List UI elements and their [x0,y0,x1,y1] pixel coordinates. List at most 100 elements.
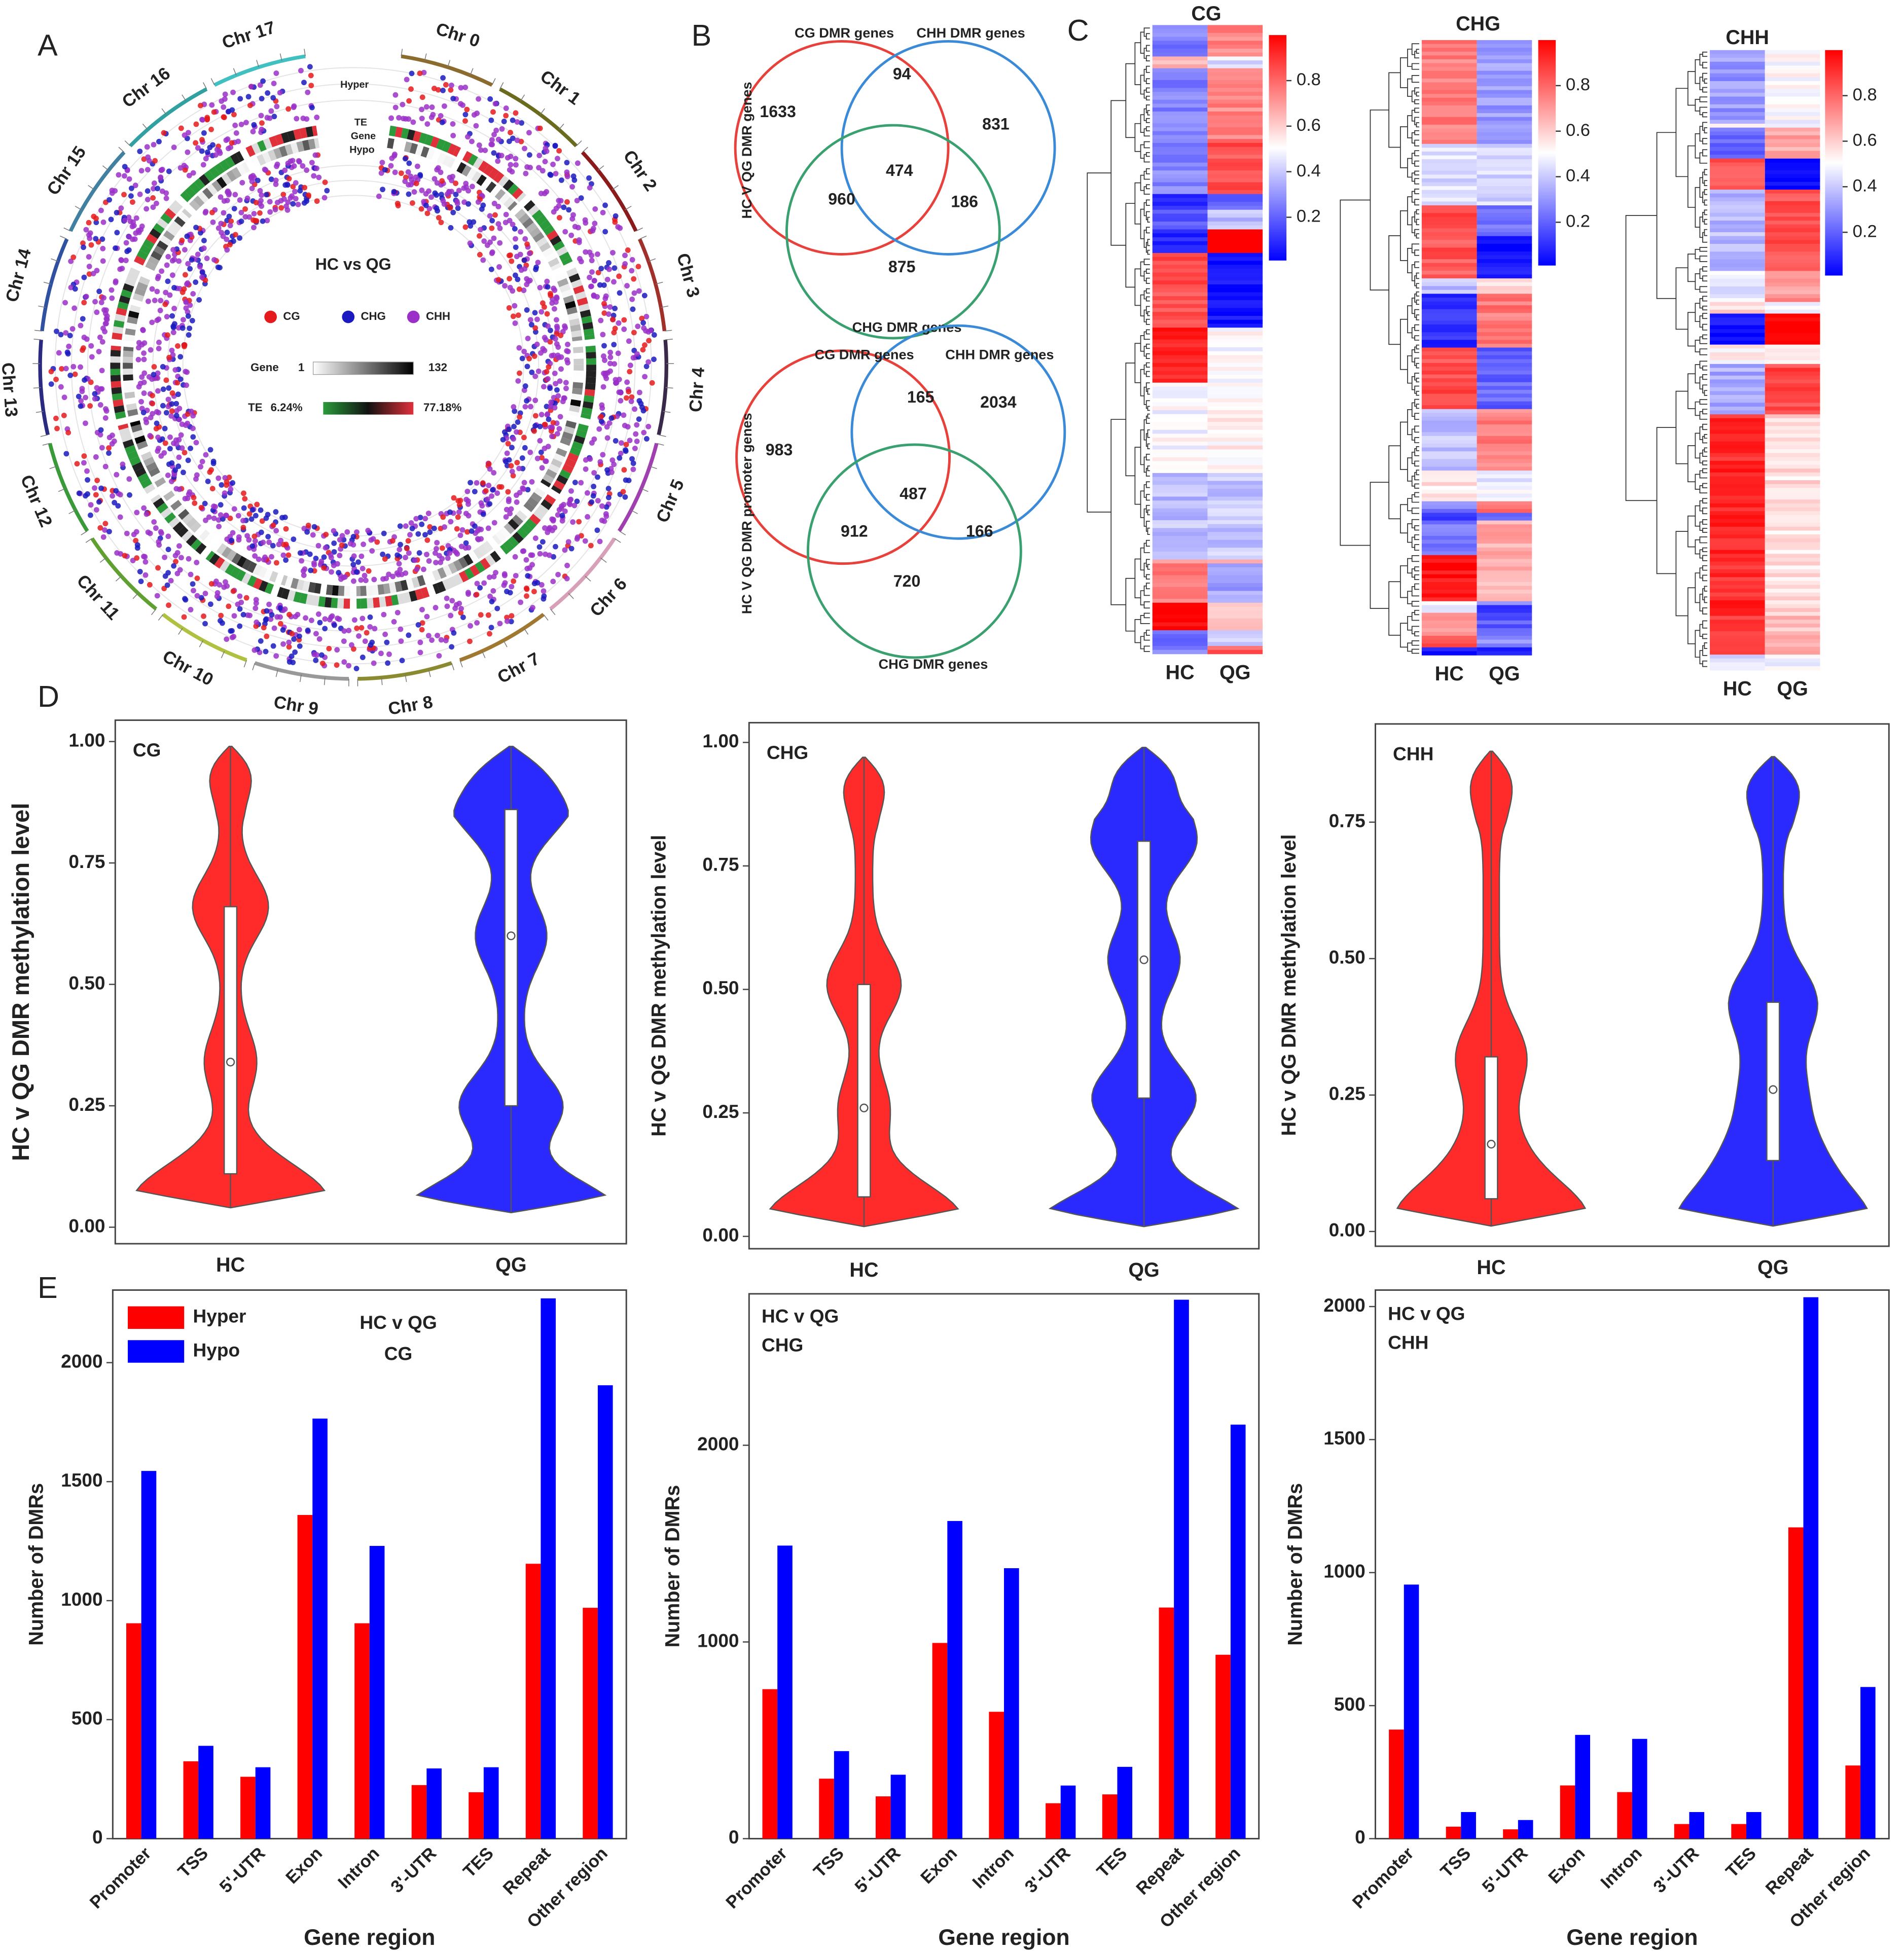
methylation-dot [202,500,208,507]
methylation-dot [629,394,635,400]
methylation-dot [93,236,99,242]
methylation-dot [562,547,568,553]
heatmap-cell [1477,378,1532,383]
dendrogram-link [1687,445,1696,483]
heatmap-cell [1152,512,1208,517]
methylation-dot [602,373,608,379]
methylation-dot [169,313,175,319]
methylation-dot [425,633,432,639]
dendrogram-link [1699,152,1708,164]
chromosome-tick [63,227,71,232]
x-tick-label: HC [216,1254,245,1276]
heatmap-cell [1421,332,1477,337]
heatmap-cell [1710,499,1765,504]
heatmap-cell [1477,113,1532,118]
gene-track [527,496,539,508]
heatmap-cell [1710,573,1765,577]
methylation-dot [546,416,552,422]
methylation-dot [601,301,607,307]
heatmap-cell [1477,478,1532,483]
methylation-dot [379,160,385,165]
heatmap-cell [1765,298,1820,303]
heatmap-cell [1207,107,1263,112]
heatmap-cell [1152,449,1208,454]
plot-frame [1374,723,1890,1247]
chromosome-tick [655,281,663,285]
dendrogram-link [1414,229,1419,237]
dendrogram-link [1414,170,1419,175]
heatmap-cell [1765,193,1820,198]
methylation-dot [221,104,227,110]
heatmap-cell [1152,323,1208,328]
methylation-dot [591,278,597,284]
dendrogram-link [1407,558,1412,574]
methylation-dot [481,238,487,244]
heatmap-cell [1477,70,1532,76]
methylation-dot [176,258,182,264]
methylation-dot [599,517,605,523]
heatmap-cell [1765,523,1820,527]
x-tick-label: TSS [1437,1843,1475,1881]
methylation-dot [215,475,222,481]
heatmap-cell [1765,104,1820,109]
heatmap-cell [1765,85,1820,89]
methylation-dot [260,218,266,224]
dendrogram-link [1145,306,1150,314]
gene-track [126,322,137,330]
gene-track [569,318,580,327]
dendrogram-link [1702,468,1708,474]
heatmap-cell [1152,111,1208,116]
methylation-dot [367,614,373,620]
heatmap-cell [1477,440,1532,444]
methylation-dot [538,350,544,356]
methylation-dot [231,613,237,619]
heatmap-cell [1765,232,1820,237]
dendrogram-link [1702,423,1708,430]
heatmap-cell [1477,620,1532,625]
methylation-dot [518,229,524,235]
te-track [121,289,132,299]
gene-track [458,557,469,569]
methylation-dot [154,288,160,295]
dendrogram-link [1699,268,1703,279]
dendrogram-link [1702,547,1708,553]
heatmap-cell [1421,201,1477,206]
heatmap-cell [1710,604,1765,609]
gene-track [532,232,545,243]
heatmap-cell [1710,515,1765,520]
methylation-dot [626,478,632,484]
chromosome-tick [635,227,643,232]
methylation-dot [587,274,593,280]
methylation-dot [522,266,528,272]
chromosome-tick [33,387,41,389]
te-track [247,575,257,587]
methylation-dot [204,149,210,155]
methylation-dot [248,84,254,90]
methylation-dot [629,257,635,263]
methylation-dot [103,307,109,313]
methylation-dot [522,383,528,389]
heatmap-cell [1152,481,1208,485]
te-track [199,174,210,186]
dendrogram-link [1416,49,1419,54]
x-axis-label: Gene region [304,1925,435,1950]
dendrogram-link [1407,158,1412,178]
heatmap-cell [1152,166,1208,171]
methylation-dot [526,355,532,361]
methylation-dot [242,206,248,212]
heatmap-cell [1207,88,1263,92]
methylation-dot [550,518,556,524]
gene-track [123,380,134,387]
heatmap-cell [1152,32,1208,38]
methylation-dot [100,219,106,225]
methylation-dot [467,240,473,246]
gene-track [564,301,577,309]
y-tick-label: 0.75 [68,851,105,872]
heatmap-cell [1207,461,1263,466]
heatmap-cell [1765,449,1820,454]
dendrogram-link [1145,268,1150,274]
methylation-dot [368,642,374,648]
methylation-dot [237,606,243,612]
dendrogram-link [1416,378,1419,383]
methylation-dot [526,130,532,136]
